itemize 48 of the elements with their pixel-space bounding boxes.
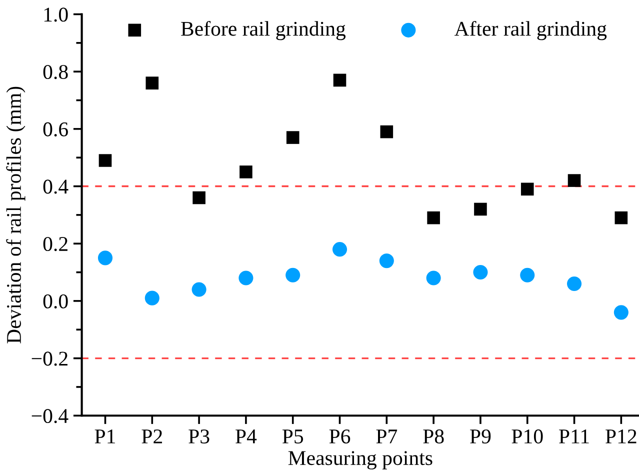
- legend-label: Before rail grinding: [181, 20, 346, 40]
- point: [473, 264, 488, 280]
- x-tick-label: P3: [188, 429, 210, 444]
- x-tick-label: P11: [559, 430, 589, 444]
- y-tick-label: 0.6: [43, 122, 68, 136]
- point: [146, 76, 159, 90]
- point: [568, 174, 581, 187]
- x-tick-label: P5: [282, 430, 304, 444]
- point: [192, 282, 206, 297]
- point: [520, 268, 535, 282]
- y-tick-label: −0.4: [32, 409, 68, 424]
- point: [427, 211, 440, 224]
- point: [192, 191, 206, 204]
- y-tick-label: 0.2: [43, 236, 68, 252]
- point: [520, 182, 534, 196]
- point: [240, 166, 252, 178]
- point: [98, 250, 113, 266]
- legend-label: After rail grinding: [454, 20, 607, 40]
- x-tick-label: P10: [512, 429, 543, 444]
- x-tick-label: P8: [423, 429, 444, 444]
- x-tick-label: P4: [236, 430, 257, 444]
- y-axis-title: Deviation of rail profiles (mm): [6, 86, 26, 344]
- x-tick-label: P2: [142, 429, 162, 444]
- text: 1.0: [44, 8, 68, 22]
- point: [286, 268, 300, 282]
- y-tick-label: 0.8: [43, 64, 68, 80]
- point: [238, 270, 254, 286]
- x-tick-label: P9: [470, 429, 491, 444]
- point: [144, 290, 160, 306]
- point: [286, 131, 300, 144]
- point: [426, 270, 441, 286]
- x-tick-label: P12: [606, 429, 636, 444]
- point: [98, 154, 112, 167]
- point: [474, 202, 487, 216]
- y-tick-label: 0.4: [43, 180, 68, 194]
- x-axis-title: Measuring points: [288, 451, 432, 470]
- point: [614, 305, 628, 320]
- point: [614, 211, 628, 224]
- point: [333, 74, 346, 87]
- x-tick-label: P1: [94, 430, 115, 444]
- point: [379, 254, 394, 268]
- point: [566, 276, 582, 292]
- y-tick-label: −0.2: [32, 352, 68, 366]
- point: [332, 242, 348, 257]
- x-tick-label: P6: [329, 429, 350, 444]
- text: 0.0: [43, 294, 68, 308]
- point: [380, 125, 394, 138]
- x-tick-label: P7: [376, 430, 398, 444]
